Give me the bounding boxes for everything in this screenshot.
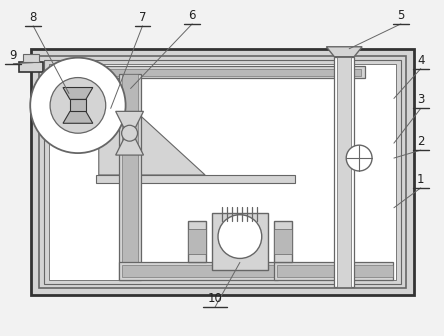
Circle shape	[218, 215, 262, 258]
Bar	[188, 228, 206, 254]
Bar	[274, 221, 292, 262]
Bar	[277, 265, 393, 277]
Polygon shape	[99, 78, 205, 175]
Text: 2: 2	[417, 135, 424, 148]
Text: 7: 7	[139, 11, 146, 24]
Bar	[188, 221, 206, 262]
Bar	[49, 66, 365, 78]
Bar	[23, 54, 39, 62]
Text: 1: 1	[417, 173, 424, 186]
Bar	[19, 62, 43, 72]
Text: 10: 10	[208, 292, 222, 305]
Bar	[53, 69, 361, 76]
Bar	[96, 175, 294, 183]
Polygon shape	[116, 139, 143, 155]
Bar	[122, 265, 278, 277]
Text: 8: 8	[29, 11, 37, 24]
Text: 9: 9	[10, 49, 17, 62]
Bar	[337, 57, 351, 287]
Bar	[274, 262, 393, 280]
Bar	[212, 213, 268, 270]
Bar	[119, 74, 140, 280]
Polygon shape	[63, 111, 93, 123]
Polygon shape	[63, 87, 93, 99]
Bar	[39, 56, 406, 288]
Bar	[122, 74, 138, 280]
Bar	[44, 60, 401, 284]
Bar	[119, 262, 278, 280]
Text: 4: 4	[417, 54, 424, 67]
Bar	[49, 64, 396, 280]
Polygon shape	[116, 111, 143, 127]
Circle shape	[122, 125, 138, 141]
Circle shape	[50, 78, 106, 133]
Text: 5: 5	[397, 9, 404, 22]
Bar	[70, 99, 86, 111]
Text: 3: 3	[417, 93, 424, 107]
Polygon shape	[326, 47, 362, 57]
Bar	[334, 57, 354, 287]
Circle shape	[346, 145, 372, 171]
Circle shape	[30, 58, 126, 153]
Bar	[31, 49, 414, 295]
Text: 6: 6	[188, 9, 196, 22]
Bar	[274, 228, 292, 254]
